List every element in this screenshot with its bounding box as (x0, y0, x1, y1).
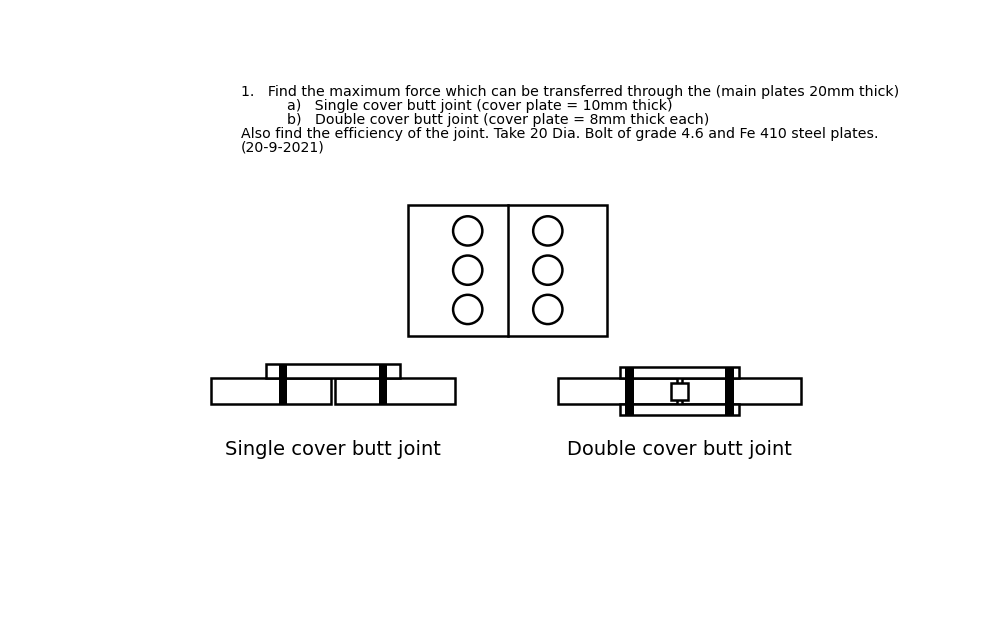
Circle shape (534, 216, 562, 246)
Bar (279, 364, 287, 404)
Bar (558, 378, 677, 404)
Bar (408, 205, 607, 335)
Circle shape (453, 295, 483, 324)
Text: a)   Single cover butt joint (cover plate = 10mm thick): a) Single cover butt joint (cover plate … (286, 99, 672, 113)
Bar (625, 367, 634, 415)
Bar (379, 364, 387, 404)
Text: b)   Double cover butt joint (cover plate = 8mm thick each): b) Double cover butt joint (cover plate … (286, 113, 709, 127)
Bar (211, 378, 331, 404)
Circle shape (534, 295, 562, 324)
Circle shape (534, 256, 562, 285)
Circle shape (453, 216, 483, 246)
Bar (725, 367, 734, 415)
Text: 1.   Find the maximum force which can be transferred through the (main plates 20: 1. Find the maximum force which can be t… (240, 85, 899, 99)
Text: Also find the efficiency of the joint. Take 20 Dia. Bolt of grade 4.6 and Fe 410: Also find the efficiency of the joint. T… (240, 127, 878, 141)
Bar (620, 404, 739, 415)
Bar (682, 378, 801, 404)
Bar (266, 364, 400, 378)
Circle shape (453, 256, 483, 285)
Bar (620, 367, 739, 378)
Bar (336, 378, 454, 404)
Text: Double cover butt joint: Double cover butt joint (567, 440, 792, 458)
Text: (20-9-2021): (20-9-2021) (240, 141, 325, 155)
Bar (671, 382, 688, 399)
Text: Single cover butt joint: Single cover butt joint (225, 440, 440, 458)
